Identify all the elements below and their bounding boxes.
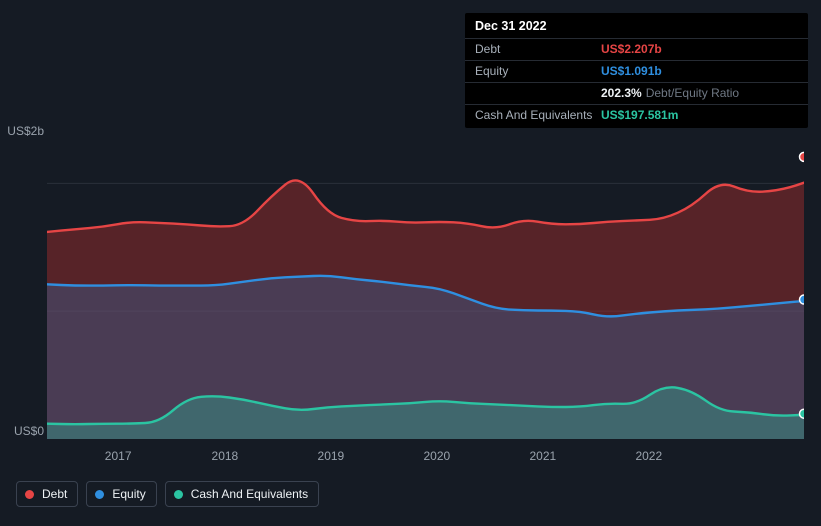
- tooltip-row-value: US$2.207b: [601, 42, 662, 56]
- tooltip-row: EquityUS$1.091b: [465, 60, 808, 82]
- tooltip-row: 202.3% Debt/Equity Ratio: [465, 82, 808, 104]
- yaxis-tick-top: US$2b: [0, 124, 44, 138]
- xaxis-tick: 2019: [318, 449, 345, 463]
- cash-dot-icon: [174, 490, 183, 499]
- legend-item[interactable]: Cash And Equivalents: [165, 481, 319, 507]
- tooltip-row-label: Equity: [475, 64, 601, 78]
- yaxis-tick-bottom: US$0: [0, 424, 44, 438]
- tooltip-row: DebtUS$2.207b: [465, 38, 808, 60]
- xaxis-tick: 2017: [105, 449, 132, 463]
- legend-item[interactable]: Equity: [86, 481, 156, 507]
- legend-label: Cash And Equivalents: [191, 487, 308, 501]
- xaxis-tick: 2020: [423, 449, 450, 463]
- debt-dot-icon: [25, 490, 34, 499]
- tooltip-row: Cash And EquivalentsUS$197.581m: [465, 104, 808, 126]
- tooltip-date: Dec 31 2022: [465, 15, 808, 38]
- legend-label: Debt: [42, 487, 67, 501]
- tooltip-row-label: Cash And Equivalents: [475, 108, 601, 122]
- tooltip-row-suffix: Debt/Equity Ratio: [646, 86, 739, 100]
- tooltip-row-value: 202.3%: [601, 86, 642, 100]
- tooltip-row-label: Debt: [475, 42, 601, 56]
- tooltip-row-value: US$197.581m: [601, 108, 678, 122]
- equity-dot-icon: [95, 490, 104, 499]
- hover-tooltip: Dec 31 2022 DebtUS$2.207bEquityUS$1.091b…: [465, 13, 808, 128]
- xaxis-tick: 2018: [212, 449, 239, 463]
- chart-plot[interactable]: [47, 145, 804, 439]
- xaxis-tick: 2021: [529, 449, 556, 463]
- legend: Debt Equity Cash And Equivalents: [16, 481, 319, 507]
- legend-label: Equity: [112, 487, 145, 501]
- xaxis-tick: 2022: [635, 449, 662, 463]
- tooltip-row-value: US$1.091b: [601, 64, 662, 78]
- legend-item[interactable]: Debt: [16, 481, 78, 507]
